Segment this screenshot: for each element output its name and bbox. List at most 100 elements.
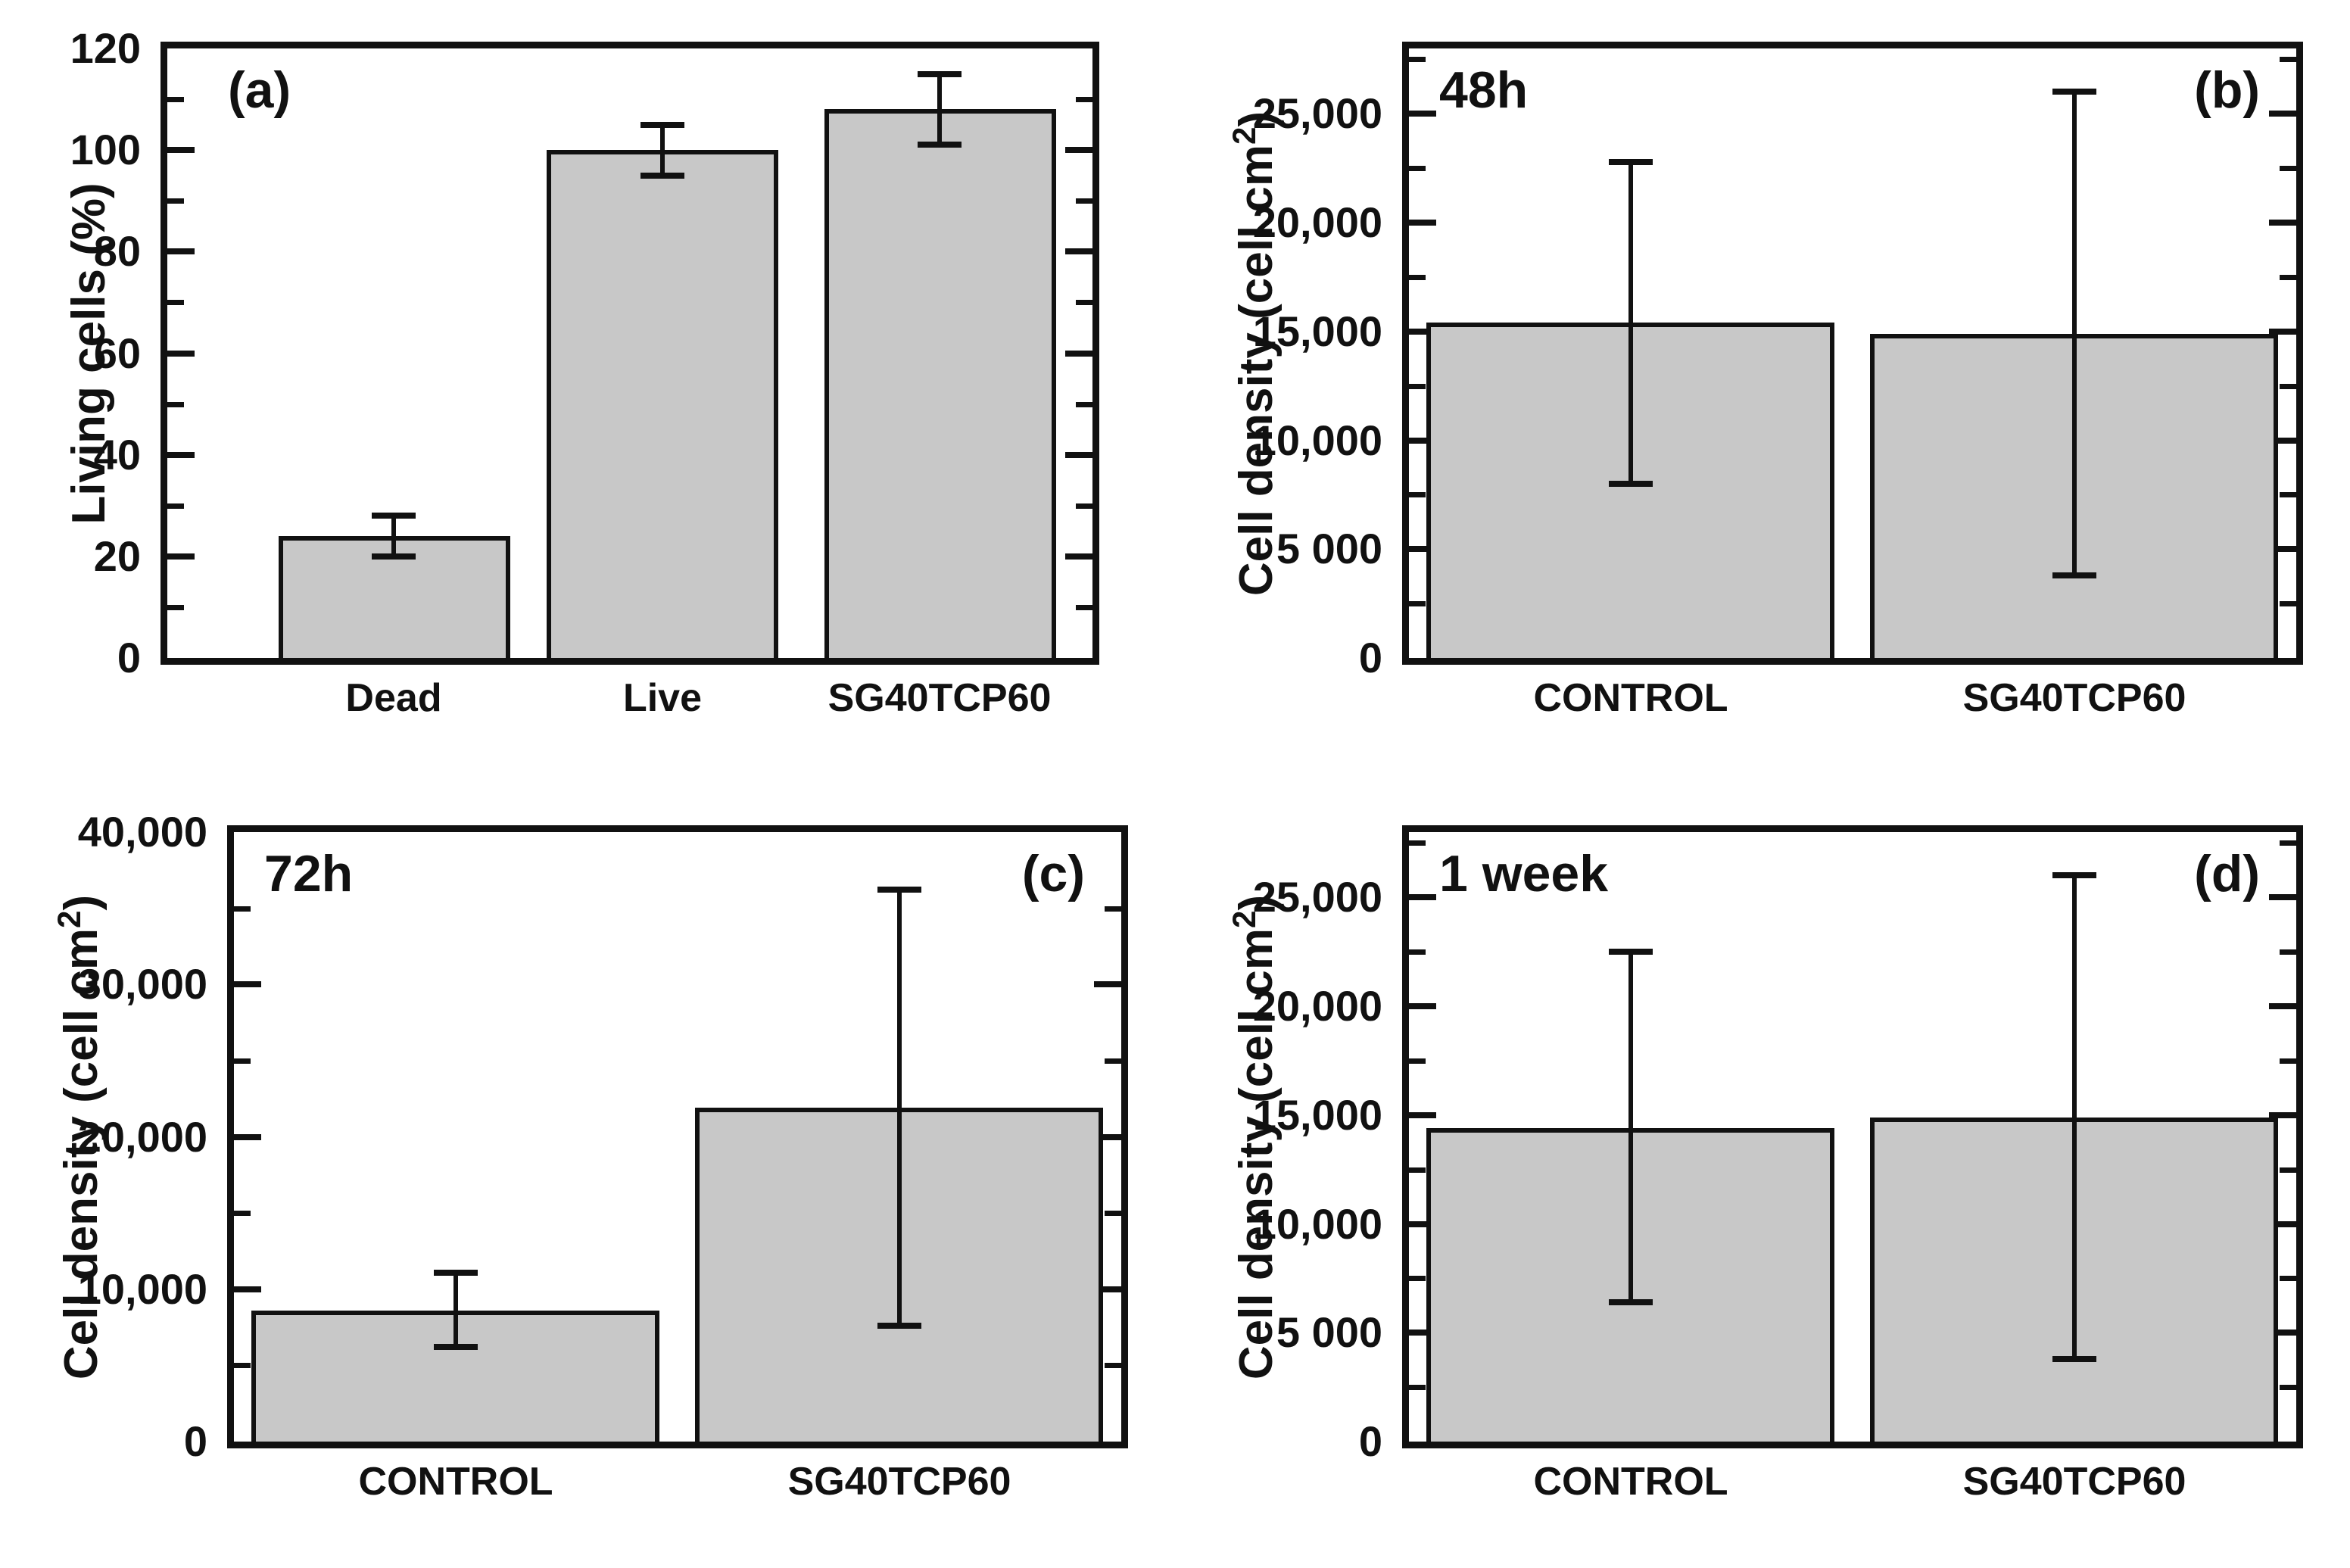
error-bar-cap-bottom (1609, 1299, 1653, 1305)
y-major-tick (1409, 111, 1436, 117)
y-major-tick (167, 248, 195, 254)
y-minor-tick (2280, 492, 2296, 497)
y-tick-label: 15,000 (1252, 1091, 1382, 1139)
y-major-tick (1409, 220, 1436, 226)
error-bar-cap-bottom (2052, 1356, 2096, 1362)
y-minor-tick (2280, 1385, 2296, 1390)
y-minor-tick (1409, 384, 1426, 389)
error-bar-line (453, 1273, 458, 1347)
error-bar-cap-top (2052, 89, 2096, 95)
time-label: 1 week (1439, 845, 1609, 902)
y-major-tick (2269, 1330, 2296, 1336)
error-bar-cap-bottom (918, 142, 962, 148)
y-tick-label: 10,000 (77, 1265, 207, 1313)
x-category-label: Dead (345, 676, 442, 720)
y-major-tick (1065, 147, 1092, 153)
y-major-tick (1094, 1286, 1121, 1292)
y-tick-label: 25,000 (1252, 873, 1382, 921)
y-tick-label: 0 (1358, 634, 1382, 681)
y-minor-tick (234, 1363, 251, 1368)
y-major-tick (234, 981, 261, 987)
y-minor-tick (1409, 275, 1426, 280)
panel-c: Cell density (cell cm2) 72h (c) 40,000 30,00… (0, 784, 1175, 1568)
y-minor-tick (2280, 166, 2296, 171)
error-bar-cap-top (918, 71, 962, 77)
y-major-tick (2269, 438, 2296, 444)
y-axis-label-suffix: ) (55, 894, 108, 911)
plot-area: 1 week (d) (1402, 825, 2303, 1448)
error-bar-line (2072, 875, 2077, 1359)
panel-letter-label: (b) (2194, 61, 2260, 119)
error-bar-cap-bottom (640, 173, 684, 179)
y-tick-label: 5 000 (1276, 525, 1382, 572)
error-bar-cap-top (372, 513, 416, 519)
y-minor-tick (167, 503, 184, 509)
error-bar-cap-bottom (877, 1323, 921, 1329)
x-category-label: SG40TCP60 (827, 676, 1052, 720)
y-minor-tick (167, 97, 184, 102)
x-category-label: CONTROL (1533, 1460, 1728, 1504)
y-tick-label: 20,000 (1252, 198, 1382, 246)
y-minor-tick (1076, 300, 1092, 305)
x-category-label: Live (622, 676, 703, 720)
error-bar-line (2072, 92, 2077, 575)
y-tick-label: 40,000 (77, 808, 207, 856)
y-minor-tick (2280, 275, 2296, 280)
y-major-tick (234, 1134, 261, 1140)
y-major-tick (1409, 1330, 1436, 1336)
y-tick-label: 30,000 (77, 960, 207, 1008)
y-minor-tick (1409, 949, 1426, 955)
y-minor-tick (1409, 601, 1426, 606)
y-tick-label: 20 (93, 532, 141, 580)
y-major-tick (2269, 1112, 2296, 1118)
y-minor-tick (1409, 492, 1426, 497)
y-tick-label: 100 (70, 126, 141, 173)
y-tick-label: 10,000 (1252, 1200, 1382, 1248)
y-minor-tick (234, 1058, 251, 1064)
y-major-tick (1065, 351, 1092, 357)
panel-b: Cell density (cell cm2) 48h (b) 25,000 20,00… (1175, 0, 2350, 784)
y-major-tick (167, 147, 195, 153)
y-minor-tick (1076, 605, 1092, 610)
x-category-label: CONTROL (1533, 676, 1728, 720)
panel-letter-label: (a) (228, 61, 291, 119)
y-minor-tick (1105, 1211, 1121, 1216)
y-tick-label: 10,000 (1252, 416, 1382, 464)
y-major-tick (167, 553, 195, 560)
y-tick-label: 60 (93, 329, 141, 377)
y-major-tick (167, 452, 195, 458)
y-minor-tick (1409, 1167, 1426, 1173)
y-major-tick (1094, 981, 1121, 987)
y-major-tick (1409, 1112, 1436, 1118)
error-bar-cap-top (1609, 159, 1653, 165)
y-minor-tick (234, 906, 251, 912)
y-minor-tick (2280, 1167, 2296, 1173)
y-tick-label: 20,000 (77, 1113, 207, 1161)
y-minor-tick (2280, 57, 2296, 62)
y-major-tick (2269, 1003, 2296, 1009)
y-major-tick (2269, 1221, 2296, 1227)
plot-area: (a) (161, 42, 1099, 665)
y-tick-label: 0 (183, 1417, 207, 1465)
x-category-label: SG40TCP60 (787, 1460, 1011, 1504)
y-tick-label: 40 (93, 431, 141, 479)
y-major-tick (1409, 1221, 1436, 1227)
y-major-tick (1065, 248, 1092, 254)
y-tick-label: 15,000 (1252, 307, 1382, 355)
panel-d: Cell density (cell cm2) 1 week (d) 25,000 20… (1175, 784, 2350, 1568)
y-minor-tick (1076, 198, 1092, 204)
y-minor-tick (2280, 601, 2296, 606)
y-tick-label: 0 (117, 634, 141, 681)
y-minor-tick (2280, 1276, 2296, 1281)
y-tick-label: 5 000 (1276, 1308, 1382, 1356)
y-axis-label-superscript: 2 (51, 910, 88, 928)
time-label: 48h (1439, 61, 1529, 119)
y-minor-tick (1409, 1058, 1426, 1064)
y-tick-label: 25,000 (1252, 89, 1382, 137)
y-minor-tick (1076, 97, 1092, 102)
x-category-label: SG40TCP60 (1962, 676, 2186, 720)
y-minor-tick (1409, 1276, 1426, 1281)
error-bar-line (937, 74, 942, 145)
y-minor-tick (1105, 1058, 1121, 1064)
y-major-tick (2269, 329, 2296, 335)
